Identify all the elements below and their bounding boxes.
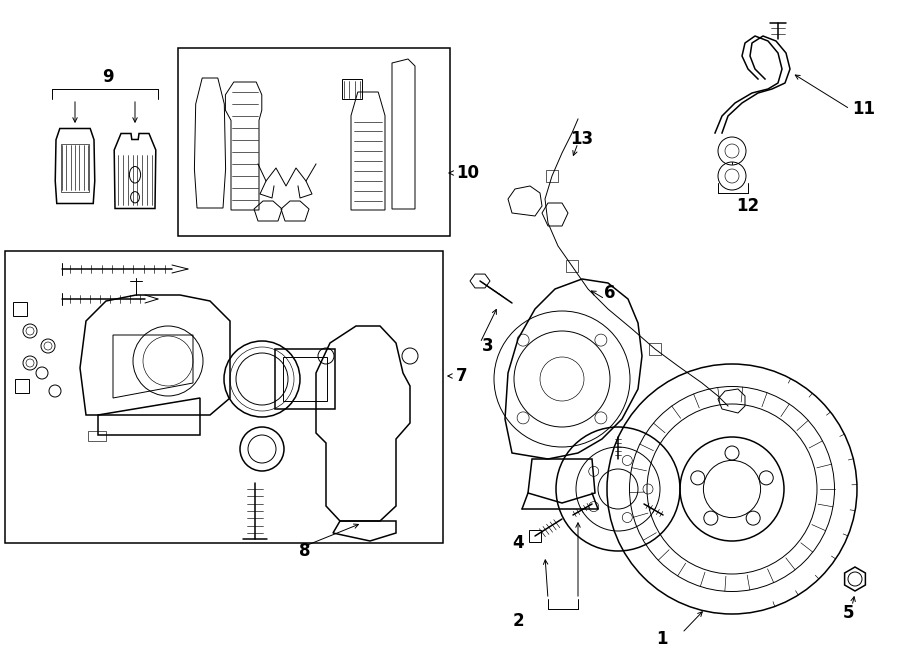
Text: 9: 9 (103, 68, 113, 86)
Bar (15, 379, 29, 393)
Bar (283, 357, 327, 401)
Text: 1: 1 (656, 630, 668, 648)
Text: 3: 3 (482, 337, 493, 355)
Bar (13, 302, 27, 316)
Bar (546, 170, 558, 182)
Bar (5, 251, 443, 543)
Text: 13: 13 (571, 130, 594, 148)
Bar (566, 260, 578, 272)
Text: 10: 10 (456, 164, 479, 182)
Bar (275, 349, 335, 409)
Bar (649, 343, 661, 355)
Text: 4: 4 (512, 534, 524, 552)
Text: 8: 8 (299, 542, 310, 560)
Bar (342, 79, 362, 99)
Bar (529, 530, 541, 542)
Text: 7: 7 (456, 367, 468, 385)
Text: 2: 2 (512, 612, 524, 630)
Text: 5: 5 (842, 604, 854, 622)
Bar (178, 48, 450, 236)
Bar (88, 431, 106, 441)
Text: 6: 6 (604, 284, 616, 302)
Text: 12: 12 (736, 197, 760, 215)
Text: 11: 11 (852, 100, 875, 118)
